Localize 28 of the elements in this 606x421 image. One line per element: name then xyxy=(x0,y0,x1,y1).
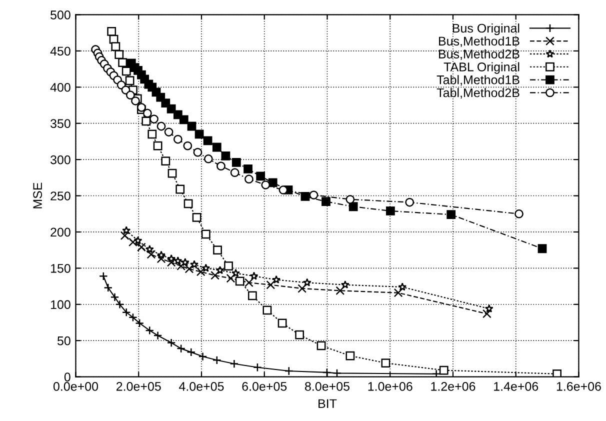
x-tick-label: 4.0e+05 xyxy=(179,382,224,391)
y-tick-label: 0 xyxy=(64,372,70,382)
x-tick-label: 6.0e+05 xyxy=(242,382,287,391)
legend-label: Bus,Method1B xyxy=(439,36,520,48)
x-tick-label: 1.0e+06 xyxy=(368,382,412,391)
x-tick-label: 0.0e+00 xyxy=(53,382,98,391)
x-tick-label: 2.0e+05 xyxy=(116,382,161,391)
y-tick-label: 100 xyxy=(50,300,70,310)
y-tick-label: 200 xyxy=(50,228,70,237)
x-tick-label: 1.2e+06 xyxy=(431,382,476,391)
x-tick-label: 1.4e+06 xyxy=(494,382,538,391)
y-tick-label: 150 xyxy=(50,264,70,273)
legend-label: Tabl,Method2B xyxy=(436,88,520,99)
x-tick-label: 1.6e+06 xyxy=(556,382,601,391)
y-tick-label: 400 xyxy=(50,82,70,92)
legend-label: TABL Original xyxy=(444,62,520,74)
legend-label: Bus Original xyxy=(452,23,520,36)
legend-label: Bus,Method2B xyxy=(439,49,520,60)
y-axis-title: MSE xyxy=(33,182,42,208)
y-tick-label: 350 xyxy=(50,119,70,128)
x-tick-label: 8.0e+05 xyxy=(305,382,350,391)
y-tick-label: 50 xyxy=(57,336,70,346)
y-tick-label: 300 xyxy=(50,155,70,164)
x-axis-title: BIT xyxy=(318,399,337,408)
y-tick-label: 450 xyxy=(50,46,70,56)
y-tick-label: 500 xyxy=(50,10,70,20)
legend-label: Tabl,Method1B xyxy=(436,75,520,86)
y-tick-label: 250 xyxy=(50,192,70,200)
